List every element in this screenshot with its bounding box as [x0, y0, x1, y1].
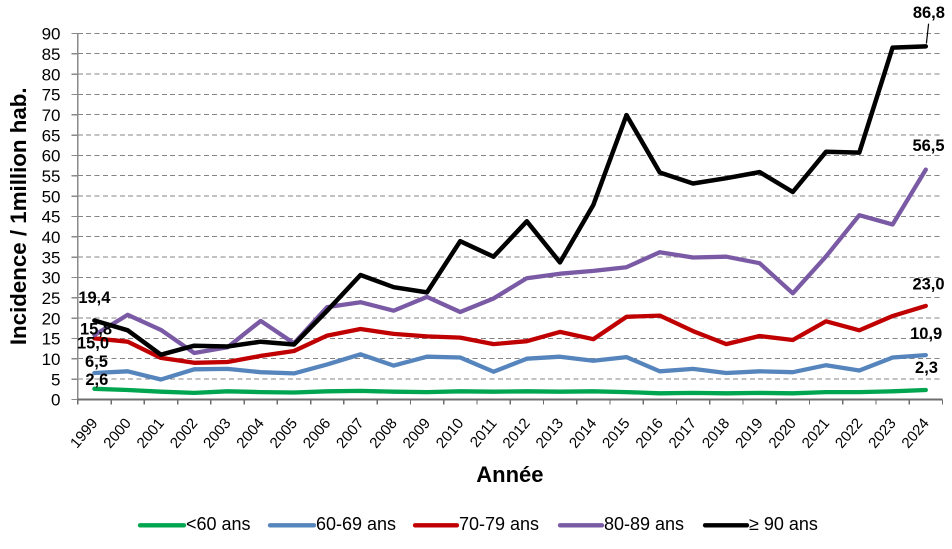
svg-text:40: 40: [42, 228, 61, 247]
svg-text:19,4: 19,4: [78, 289, 111, 307]
svg-text:15: 15: [42, 330, 61, 349]
svg-text:2,6: 2,6: [85, 371, 108, 389]
svg-text:25: 25: [42, 289, 61, 308]
svg-text:10: 10: [42, 350, 61, 369]
svg-text:80-89 ans: 80-89 ans: [604, 514, 684, 534]
svg-text:23,0: 23,0: [912, 276, 944, 294]
svg-text:85: 85: [42, 45, 61, 64]
svg-text:70: 70: [42, 106, 61, 125]
svg-text:45: 45: [42, 208, 61, 227]
svg-text:20: 20: [42, 309, 61, 328]
svg-text:56,5: 56,5: [912, 137, 944, 155]
svg-text:75: 75: [42, 86, 61, 105]
svg-text:35: 35: [42, 248, 61, 267]
svg-text:70-79 ans: 70-79 ans: [459, 514, 539, 534]
svg-text:60: 60: [42, 147, 61, 166]
svg-text:86,8: 86,8: [913, 4, 945, 22]
svg-text:6,5: 6,5: [85, 353, 108, 371]
svg-text:55: 55: [42, 167, 61, 186]
svg-text:Incidence / 1million hab.: Incidence / 1million hab.: [6, 87, 31, 345]
svg-text:65: 65: [42, 126, 61, 145]
svg-text:80: 80: [42, 65, 61, 84]
svg-text:Année: Année: [476, 462, 543, 487]
svg-text:≥ 90 ans: ≥ 90 ans: [749, 514, 818, 534]
svg-text:<60 ans: <60 ans: [186, 514, 251, 534]
svg-text:5: 5: [51, 370, 60, 389]
svg-text:90: 90: [42, 25, 61, 44]
svg-text:0: 0: [51, 391, 60, 410]
svg-text:50: 50: [42, 187, 61, 206]
svg-text:60-69 ans: 60-69 ans: [316, 514, 396, 534]
svg-text:10,9: 10,9: [910, 325, 942, 343]
svg-text:30: 30: [42, 269, 61, 288]
svg-text:15,0: 15,0: [77, 334, 109, 352]
svg-text:2,3: 2,3: [915, 359, 938, 377]
svg-text:15,8: 15,8: [80, 321, 112, 339]
